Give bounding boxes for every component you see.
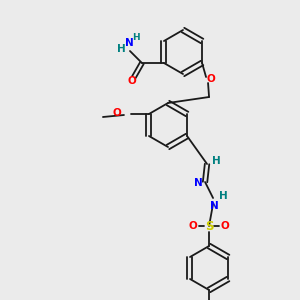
Text: H: H — [212, 156, 220, 166]
Text: S: S — [205, 220, 213, 233]
Text: O: O — [207, 74, 215, 84]
Text: H: H — [117, 44, 125, 54]
Text: N: N — [124, 38, 133, 48]
Text: H: H — [132, 32, 140, 41]
Text: O: O — [112, 108, 121, 118]
Text: O: O — [128, 76, 136, 86]
Text: N: N — [210, 201, 218, 211]
Text: H: H — [219, 191, 227, 201]
Text: O: O — [189, 221, 197, 231]
Text: N: N — [194, 178, 203, 188]
Text: O: O — [221, 221, 230, 231]
